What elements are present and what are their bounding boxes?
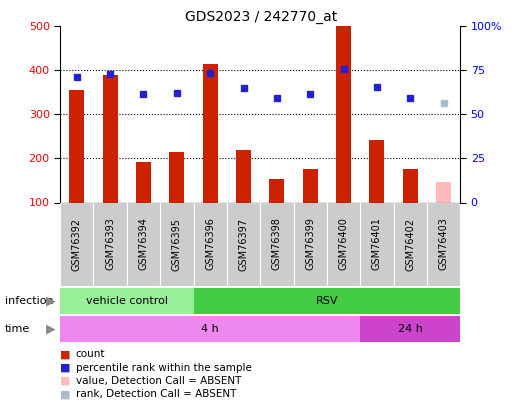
Bar [227, 202, 260, 286]
Text: time: time [5, 324, 30, 334]
Bar [303, 169, 317, 202]
Bar [293, 202, 327, 286]
Text: GSM76394: GSM76394 [139, 217, 149, 271]
Text: ▶: ▶ [47, 294, 56, 307]
Text: RSV: RSV [315, 296, 338, 306]
Text: GSM76401: GSM76401 [372, 217, 382, 271]
Text: GSM76396: GSM76396 [205, 217, 215, 271]
Bar [127, 202, 160, 286]
Text: rank, Detection Call = ABSENT: rank, Detection Call = ABSENT [76, 390, 236, 399]
Bar [360, 316, 460, 342]
Text: GSM76399: GSM76399 [305, 217, 315, 271]
Text: percentile rank within the sample: percentile rank within the sample [76, 363, 252, 373]
Bar [136, 162, 151, 202]
Bar [360, 202, 393, 286]
Bar [103, 75, 118, 202]
Bar [60, 288, 194, 314]
Text: GDS2023 / 242770_at: GDS2023 / 242770_at [185, 10, 338, 24]
Text: ■: ■ [60, 376, 71, 386]
Bar [394, 202, 427, 286]
Bar [427, 202, 460, 286]
Bar [327, 202, 360, 286]
Bar [194, 288, 460, 314]
Bar [269, 179, 285, 202]
Text: GSM76402: GSM76402 [405, 217, 415, 271]
Bar [194, 202, 227, 286]
Bar [70, 90, 84, 202]
Text: GSM76397: GSM76397 [238, 217, 248, 271]
Text: ■: ■ [60, 363, 71, 373]
Text: GSM76395: GSM76395 [172, 217, 182, 271]
Text: ■: ■ [60, 390, 71, 399]
Bar [60, 202, 94, 286]
Bar [403, 169, 418, 202]
Text: GSM76393: GSM76393 [105, 217, 115, 271]
Bar [369, 140, 384, 202]
Bar [436, 182, 451, 202]
Bar [169, 152, 184, 202]
Text: ■: ■ [60, 350, 71, 359]
Bar [260, 202, 293, 286]
Text: 24 h: 24 h [398, 324, 423, 334]
Text: GSM76400: GSM76400 [338, 217, 348, 271]
Text: count: count [76, 350, 105, 359]
Text: infection: infection [5, 296, 54, 306]
Text: vehicle control: vehicle control [86, 296, 168, 306]
Bar [236, 149, 251, 202]
Text: GSM76392: GSM76392 [72, 217, 82, 271]
Text: GSM76403: GSM76403 [439, 217, 449, 271]
Text: ▶: ▶ [47, 322, 56, 336]
Text: value, Detection Call = ABSENT: value, Detection Call = ABSENT [76, 376, 241, 386]
Text: 4 h: 4 h [201, 324, 219, 334]
Bar [203, 64, 218, 202]
Bar [94, 202, 127, 286]
Bar [160, 202, 194, 286]
Bar [60, 316, 360, 342]
Bar [336, 26, 351, 202]
Text: GSM76398: GSM76398 [272, 217, 282, 271]
